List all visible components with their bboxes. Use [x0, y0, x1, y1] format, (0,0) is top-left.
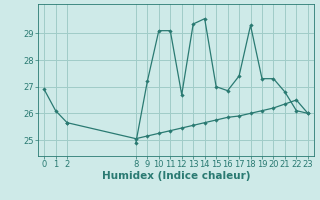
X-axis label: Humidex (Indice chaleur): Humidex (Indice chaleur) — [102, 171, 250, 181]
